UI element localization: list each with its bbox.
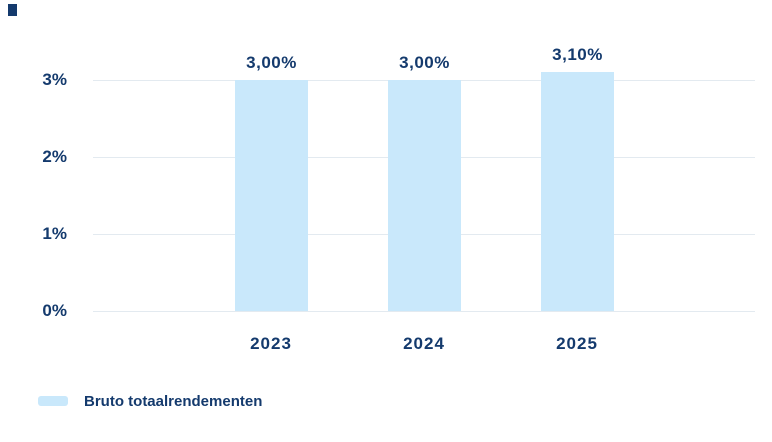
bar-group-2025: 3,10% (541, 45, 614, 311)
legend-swatch-icon (38, 396, 68, 406)
y-axis-tick-label: 2% (42, 147, 67, 166)
x-axis-label-2025: 2025 (556, 334, 598, 353)
bar-2024[interactable] (388, 80, 461, 311)
legend-item[interactable]: Bruto totaalrendementen (38, 390, 262, 412)
bar-2025[interactable] (541, 72, 614, 311)
corner-mark (8, 4, 17, 16)
y-axis-tick-label: 3% (42, 70, 67, 89)
bar-value-label: 3,00% (399, 53, 450, 72)
x-axis-label-2024: 2024 (403, 334, 445, 353)
bar-group-2024: 3,00% (388, 53, 461, 311)
bar-value-label: 3,00% (246, 53, 297, 72)
bar-value-label: 3,10% (552, 45, 603, 65)
bar-2023[interactable] (235, 80, 308, 311)
y-axis-tick-label: 0% (42, 301, 67, 320)
y-axis-tick-label: 1% (42, 224, 67, 243)
gridline-0pct (93, 311, 755, 312)
legend-label: Bruto totaalrendementen (84, 392, 263, 410)
x-axis-label-2023: 2023 (250, 334, 292, 353)
bar-group-2023: 3,00% (235, 53, 308, 311)
